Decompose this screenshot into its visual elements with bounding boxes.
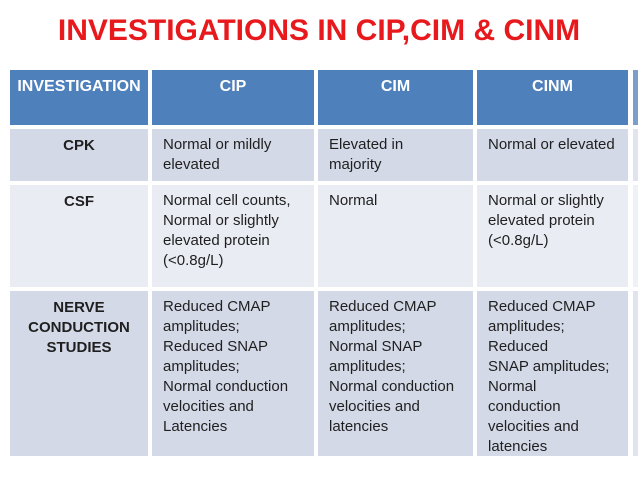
row-header-nerve-conduction-studies: NERVE CONDUCTION STUDIES (10, 291, 148, 456)
cell-cpk-cinm: Normal or elevated (477, 129, 628, 181)
cell-ncs-cim: Reduced CMAP amplitudes; Normal SNAP amp… (318, 291, 473, 456)
column-header-cim: CIM (318, 70, 473, 125)
column-header-cip: CIP (152, 70, 314, 125)
cell-ncs-cip: Reduced CMAP amplitudes; Reduced SNAP am… (152, 291, 314, 456)
edge-sliver-row2-segment (633, 185, 638, 287)
cell-csf-cim: Normal (318, 185, 473, 287)
cell-cpk-cim: Elevated in majority (318, 129, 473, 181)
slide-right-edge-sliver (633, 70, 638, 456)
edge-sliver-header-segment (633, 70, 638, 125)
column-header-investigation: INVESTIGATION (10, 70, 148, 125)
row-header-csf: CSF (10, 185, 148, 287)
edge-sliver-row1-segment (633, 129, 638, 181)
cell-cpk-cip: Normal or mildly elevated (152, 129, 314, 181)
row-header-cpk: CPK (10, 129, 148, 181)
page-title: INVESTIGATIONS IN CIP,CIM & CINM (57, 14, 581, 47)
edge-sliver-row3-segment (633, 291, 638, 456)
cell-ncs-cinm: Reduced CMAP amplitudes; Reduced SNAP am… (477, 291, 628, 456)
investigations-table: INVESTIGATION CIP CIM CINM CPK Normal or… (10, 70, 628, 456)
cell-csf-cip: Normal cell counts, Normal or slightly e… (152, 185, 314, 287)
column-header-cinm: CINM (477, 70, 628, 125)
cell-csf-cinm: Normal or slightly elevated protein (<0.… (477, 185, 628, 287)
